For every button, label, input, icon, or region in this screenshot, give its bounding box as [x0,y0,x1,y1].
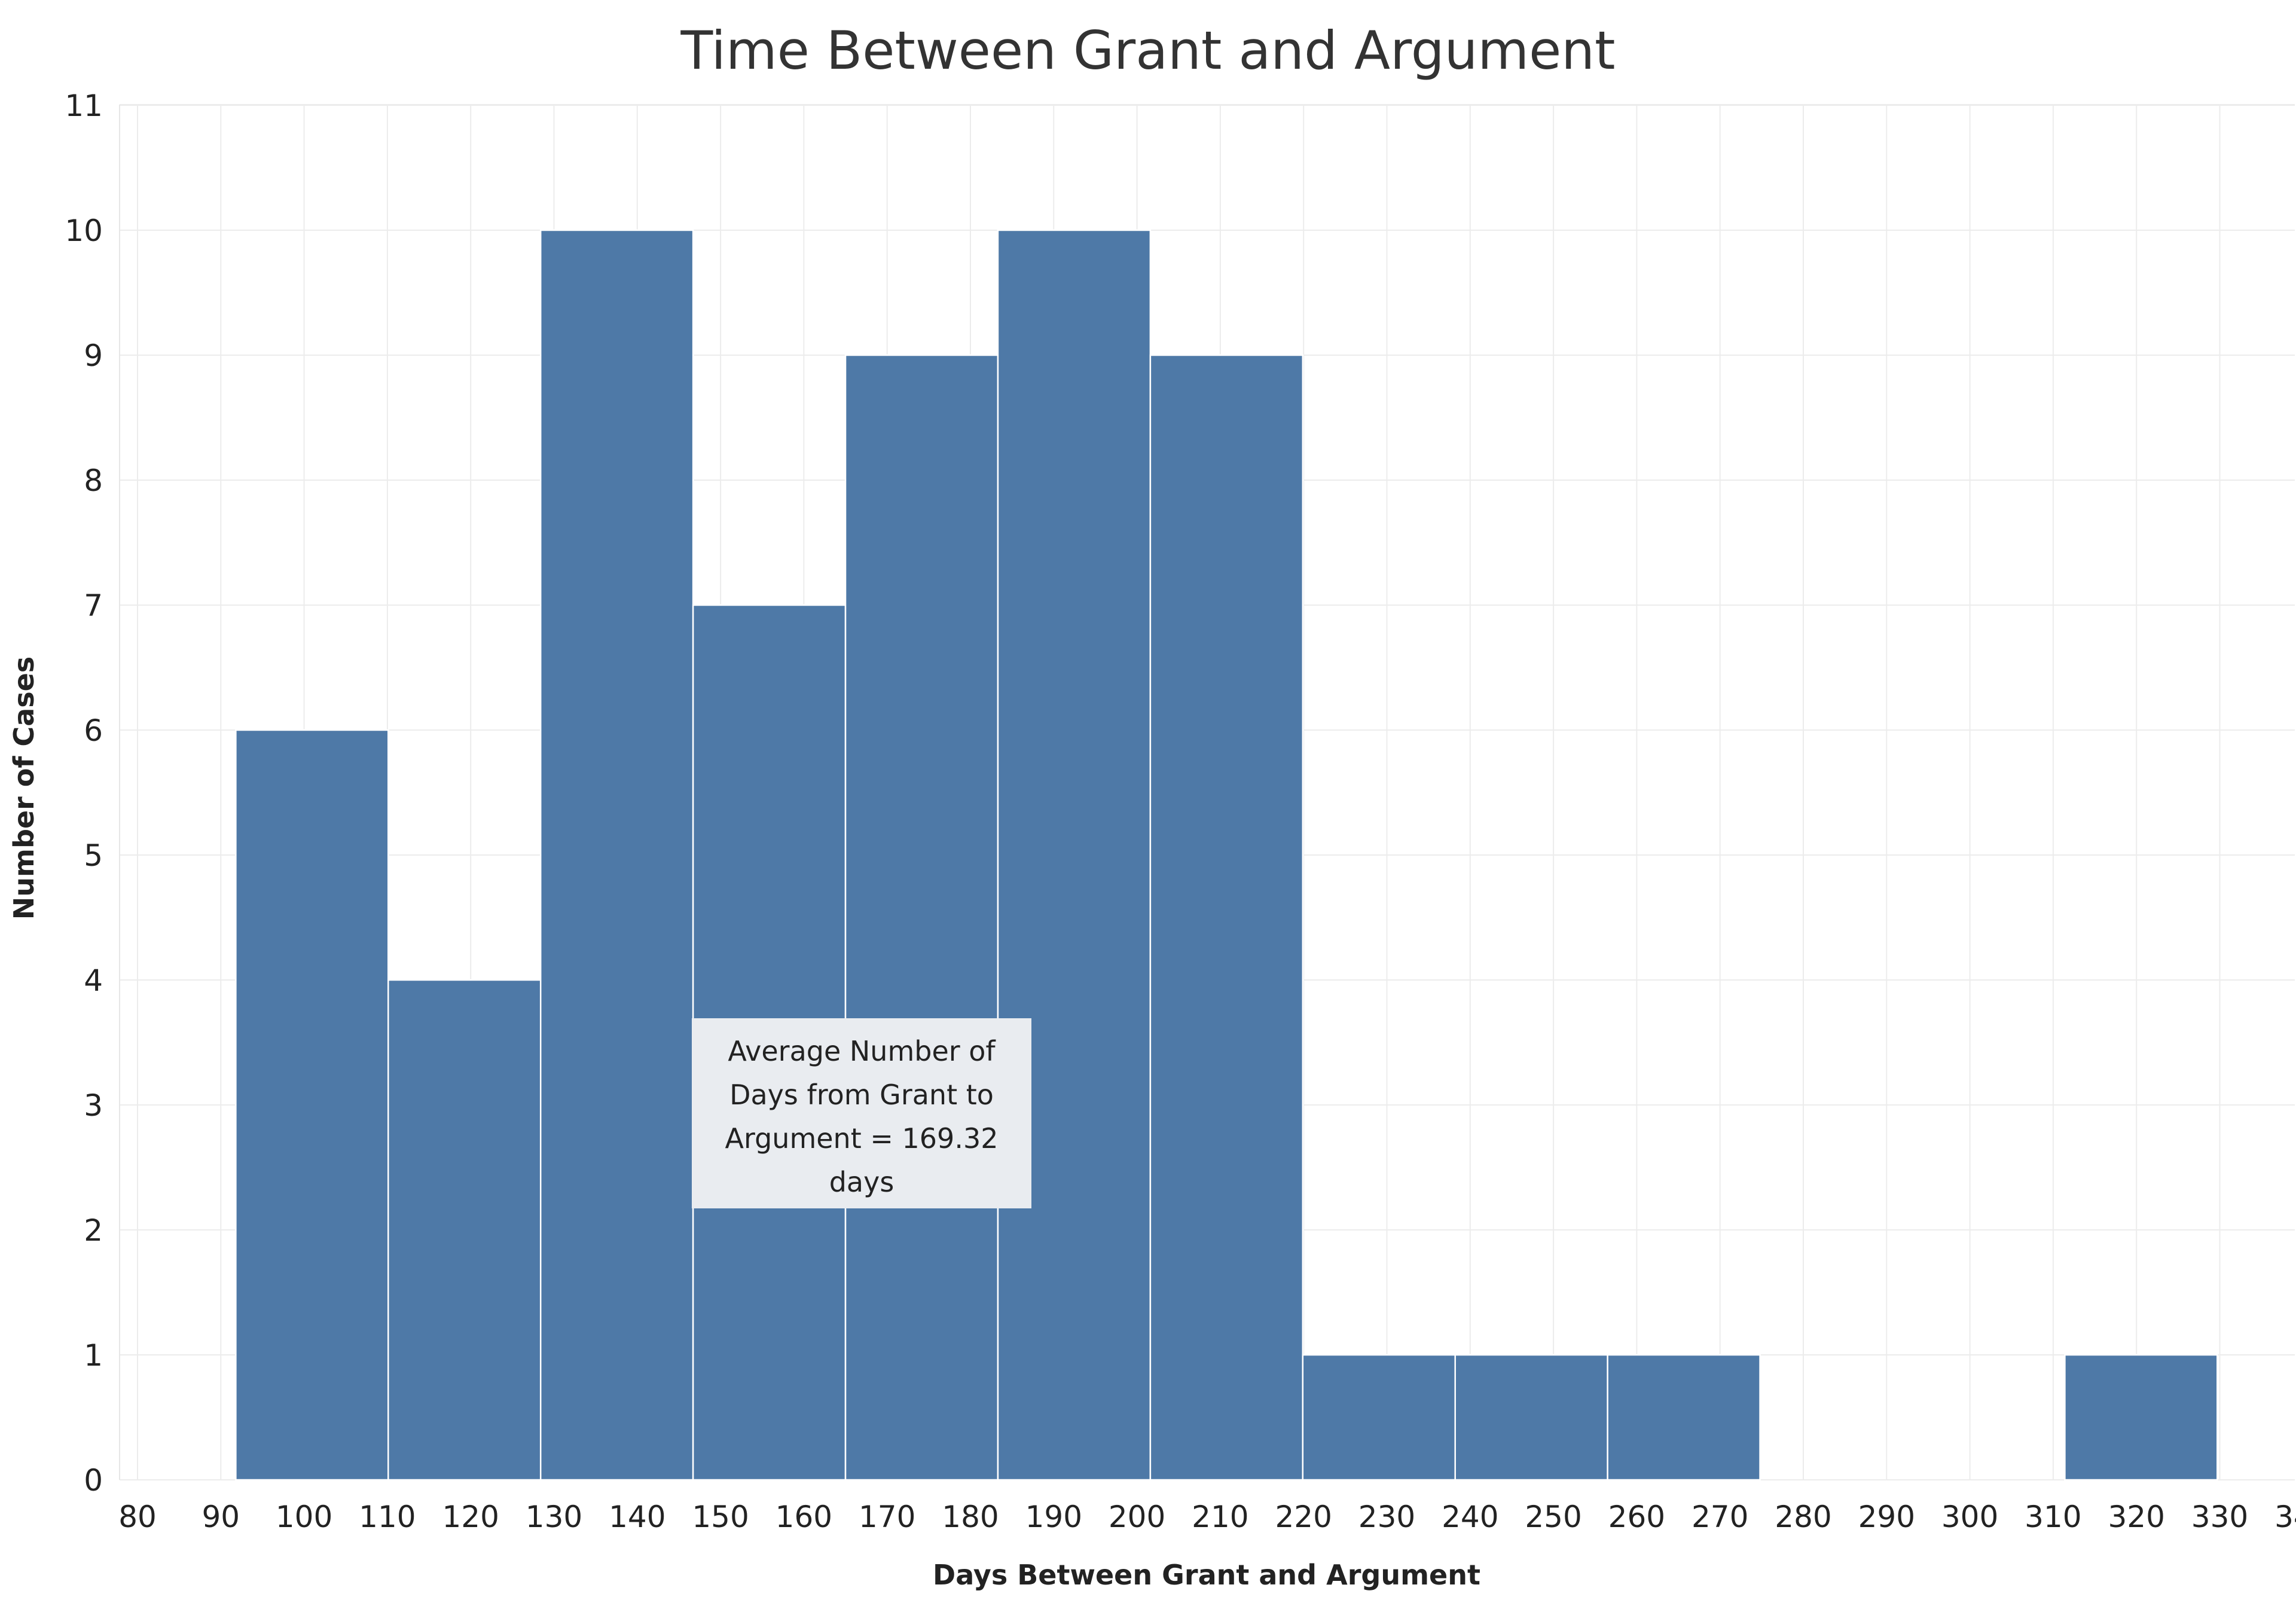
y-tick-label: 5 [84,838,103,873]
x-tick-label: 320 [2108,1500,2164,1534]
histogram-bar [2064,1354,2218,1481]
x-tick-label: 280 [1775,1500,1831,1534]
y-tick-label: 9 [84,338,103,373]
histogram-bar [1302,1354,1456,1481]
chart-title: Time Between Grant and Argument [680,20,1615,81]
histogram-bar [539,229,694,1481]
histogram-bar [997,229,1152,1481]
x-tick-label: 300 [1941,1500,1998,1534]
x-tick-label: 230 [1358,1500,1415,1534]
y-tick-label: 4 [84,963,103,998]
x-tick-label: 240 [1442,1500,1498,1534]
histogram-bar [1149,354,1304,1481]
histogram-bar [1454,1354,1608,1481]
x-tick-label: 90 [201,1500,240,1534]
average-annotation: Average Number of Days from Grant to Arg… [692,1018,1031,1208]
y-axis-title: Number of Cases [8,657,40,920]
y-axis-tick-labels: 0 1 2 3 4 5 6 7 8 9 10 11 [65,88,103,1498]
x-tick-label: 130 [526,1500,582,1534]
x-tick-label: 140 [609,1500,665,1534]
y-tick-label: 3 [84,1088,103,1123]
annotation-line: Argument = 169.32 [725,1122,999,1155]
annotation-line: Days from Grant to [729,1079,994,1111]
x-tick-label: 160 [775,1500,832,1534]
x-tick-label: 180 [942,1500,999,1534]
y-tick-label: 8 [84,463,103,498]
y-tick-label: 2 [84,1213,103,1248]
x-tick-label: 190 [1025,1500,1082,1534]
annotation-box [692,1018,1031,1208]
x-tick-label: 290 [1858,1500,1915,1534]
y-tick-label: 11 [65,88,103,123]
x-tick-label: 340 [2274,1500,2296,1534]
y-tick-label: 0 [84,1463,103,1498]
x-tick-label: 220 [1275,1500,1332,1534]
annotation-line: Average Number of [728,1035,996,1067]
histogram-bar [844,354,999,1481]
histogram-bar [387,979,542,1481]
x-tick-label: 260 [1608,1500,1665,1534]
x-tick-label: 330 [2191,1500,2248,1534]
y-tick-label: 1 [84,1338,103,1373]
x-tick-label: 210 [1192,1500,1248,1534]
histogram-bar [1607,1354,1761,1481]
annotation-line: days [829,1166,894,1198]
x-tick-label: 200 [1109,1500,1165,1534]
bars [235,229,2218,1481]
x-tick-label: 170 [859,1500,915,1534]
histogram-bar [235,729,389,1481]
x-tick-label: 310 [2025,1500,2081,1534]
x-tick-label: 100 [276,1500,332,1534]
x-tick-label: 110 [359,1500,416,1534]
x-tick-label: 250 [1525,1500,1581,1534]
y-tick-label: 10 [65,213,103,248]
x-tick-label: 270 [1692,1500,1748,1534]
y-tick-label: 6 [84,713,103,748]
x-tick-label: 80 [118,1500,157,1534]
x-axis-tick-labels: 80 90 100 110 120 130 140 150 160 170 180 190 200 210… [118,1500,2296,1534]
x-tick-label: 120 [442,1500,499,1534]
x-tick-label: 150 [692,1500,749,1534]
y-tick-label: 7 [84,588,103,623]
x-axis-title: Days Between Grant and Argument [933,1559,1480,1591]
